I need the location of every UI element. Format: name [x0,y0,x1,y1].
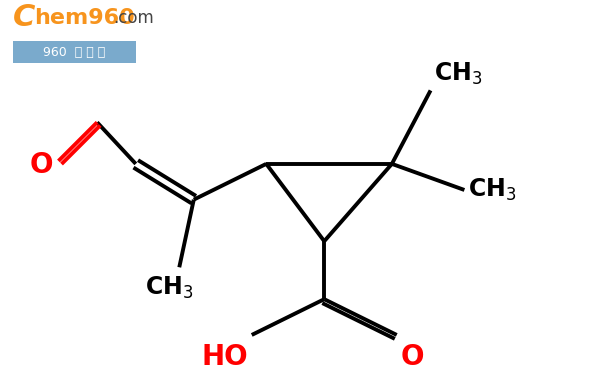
Text: HO: HO [201,343,248,370]
Text: CH$_3$: CH$_3$ [468,177,517,203]
Text: CH$_3$: CH$_3$ [145,275,194,301]
Text: CH$_3$: CH$_3$ [434,60,483,87]
Text: O: O [401,343,424,370]
Text: O: O [29,151,53,179]
